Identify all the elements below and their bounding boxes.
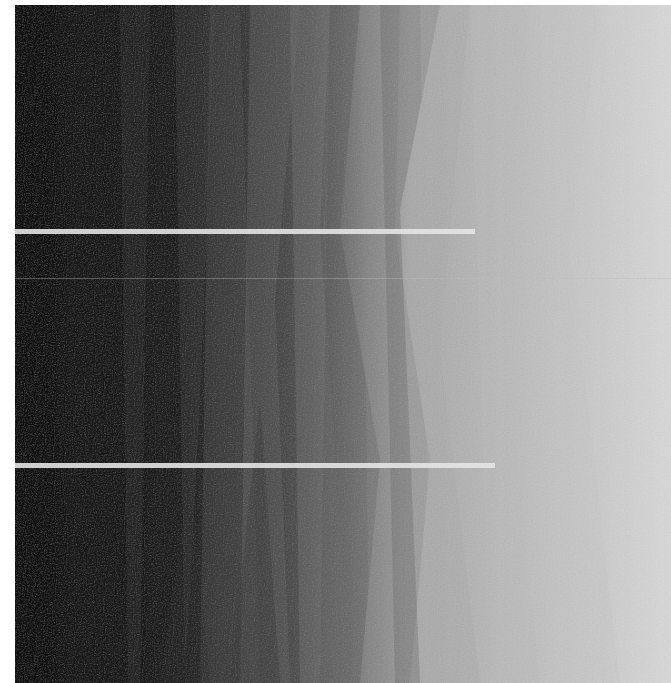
streak bbox=[15, 278, 671, 279]
streak bbox=[15, 229, 475, 234]
image-area bbox=[15, 5, 671, 683]
streak bbox=[15, 463, 495, 468]
page-body bbox=[0, 0, 671, 683]
page: Abstract image {} html, body { margin: 0… bbox=[0, 0, 671, 683]
abstract-image bbox=[0, 0, 671, 683]
